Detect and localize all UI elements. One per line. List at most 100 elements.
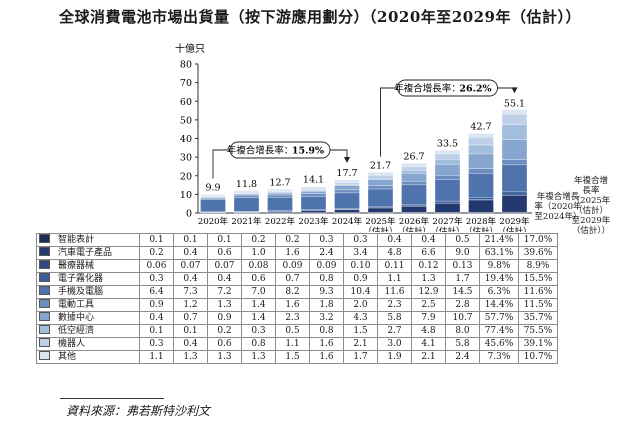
- x-tick-label: 2025年: [365, 216, 396, 227]
- table-cell: 0.1: [139, 324, 174, 338]
- table-row: 低空經濟 0.1 0.1 0.2 0.3 0.5 0.8 1.5 2.7 4.8 8.0 77.4% 7…: [36, 324, 558, 338]
- table-cell: 0.08: [241, 259, 276, 273]
- x-tick-label: （估計）: [497, 226, 531, 232]
- table-cell: 3.0: [377, 337, 412, 351]
- bar-segment: [267, 211, 293, 213]
- cagr-value: 15.9%: [292, 146, 324, 157]
- table-cell: 10.4: [343, 285, 378, 299]
- bar-segment: [501, 164, 528, 193]
- table-cell: 0.9: [139, 298, 174, 312]
- table-cell: 0.4: [173, 272, 208, 286]
- cagr-cell: 6.3%: [479, 285, 519, 299]
- series-label: 電動工具: [36, 298, 140, 312]
- bar-segment: [401, 163, 427, 167]
- y-tick-label: 20: [180, 171, 192, 182]
- bar-segment: [267, 193, 293, 196]
- y-tick-label: 30: [180, 153, 192, 164]
- table-cell: 5.8: [445, 337, 480, 351]
- table-cell: 0.2: [207, 324, 242, 338]
- bar-segment: [401, 184, 427, 205]
- table-cell: 0.07: [173, 259, 208, 273]
- bar-segment: [367, 179, 394, 186]
- bar-segment: [334, 182, 360, 185]
- x-tick-label: 2020年: [198, 216, 229, 227]
- bar-segment: [434, 164, 461, 176]
- y-tick-label: 40: [180, 134, 192, 145]
- table-cell: 11.6: [377, 285, 412, 299]
- bar-total-label: 14.1: [303, 175, 324, 186]
- cagr-value: 26.2%: [459, 84, 491, 95]
- bar-segment: [233, 195, 260, 198]
- table-cell: 0.07: [207, 259, 242, 273]
- table-cell: 2.5: [411, 298, 446, 312]
- table-cell: 0.09: [275, 259, 310, 273]
- cagr-cell: 11.6%: [518, 285, 558, 299]
- cagr-cell: 57.7%: [479, 311, 519, 325]
- table-cell: 0.1: [173, 233, 208, 247]
- bar-segment: [233, 197, 260, 212]
- table-cell: 1.7: [445, 272, 480, 286]
- bar-segment: [501, 124, 528, 140]
- table-cell: 2.4: [445, 350, 480, 364]
- table-cell: 2.1: [343, 337, 378, 351]
- bar-segment: [401, 181, 427, 186]
- table-cell: 1.6: [275, 246, 310, 260]
- table-cell: 0.8: [309, 324, 344, 338]
- bar-segment: [300, 209, 327, 211]
- bar-segment: [468, 133, 494, 138]
- table-cell: 1.3: [411, 272, 446, 286]
- table-cell: 0.3: [309, 233, 344, 247]
- table-cell: 0.1: [207, 233, 242, 247]
- bar-segment: [501, 109, 528, 115]
- table-cell: 0.9: [207, 311, 242, 325]
- table-row: 電子霧化器 0.3 0.4 0.4 0.6 0.7 0.8 0.9 1.1 1.3 1.7 19.4%…: [36, 272, 558, 286]
- table-cell: 4.8: [411, 324, 446, 338]
- x-tick-label: 2028年: [466, 216, 497, 227]
- bar-total-label: 33.5: [437, 139, 458, 150]
- bar-segment: [401, 172, 427, 182]
- table-row: 醫療器械 0.06 0.07 0.07 0.08 0.09 0.09 0.10 0.11 0.12…: [36, 259, 558, 273]
- table-cell: 1.5: [275, 350, 310, 364]
- bar-segment: [200, 198, 226, 201]
- bar-segment: [200, 199, 226, 212]
- legend-swatch: [39, 351, 50, 360]
- table-cell: 0.6: [241, 272, 276, 286]
- stacked-bar-chart: 十億只 0 10 20 30 40 50 60 70 80 9.9 2020年 11.8 2021年 12.…: [175, 42, 532, 232]
- x-tick-label: 2023年: [298, 216, 329, 227]
- legend-swatch: [39, 325, 50, 334]
- y-tick-label: 0: [186, 209, 192, 220]
- y-tick-label: 60: [180, 97, 192, 108]
- table-cell: 6.6: [411, 246, 446, 260]
- table-cell: 10.7: [445, 311, 480, 325]
- table-cell: 4.3: [343, 311, 378, 325]
- table-cell: 0.4: [411, 233, 446, 247]
- bar-segment: [367, 206, 394, 208]
- table-cell: 0.4: [139, 311, 174, 325]
- x-tick-label: 2021年: [231, 216, 262, 227]
- series-label: 醫療器械: [36, 259, 140, 273]
- cagr-header-2: 年複合增長率（2025年（估計）至2029年（估計））: [571, 176, 611, 236]
- table-cell: 4.8: [377, 246, 412, 260]
- table-cell: 0.4: [207, 272, 242, 286]
- table-cell: 4.1: [411, 337, 446, 351]
- table-cell: 12.9: [411, 285, 446, 299]
- table-cell: 2.8: [445, 298, 480, 312]
- bar-segment: [300, 186, 327, 190]
- bar-segment: [267, 194, 293, 198]
- series-label: 低空經濟: [36, 324, 140, 338]
- table-cell: 0.8: [241, 337, 276, 351]
- table-cell: 0.4: [377, 233, 412, 247]
- table-cell: 3.2: [309, 311, 344, 325]
- table-cell: 0.7: [173, 311, 208, 325]
- bar-segment: [434, 175, 461, 180]
- table-row: 汽車電子產品 0.2 0.4 0.6 1.0 1.6 2.4 3.4 4.8 6.6 9.0 63.1…: [36, 246, 558, 260]
- bar-segment: [434, 150, 461, 154]
- x-tick-label: 2022年: [265, 216, 296, 227]
- series-label: 電子霧化器: [36, 272, 140, 286]
- bar-segment: [334, 192, 360, 209]
- bar-segment: [367, 178, 394, 180]
- legend-swatch: [39, 286, 50, 295]
- bar-segment: [434, 200, 461, 204]
- table-cell: 2.7: [377, 324, 412, 338]
- table-cell: 0.8: [309, 272, 344, 286]
